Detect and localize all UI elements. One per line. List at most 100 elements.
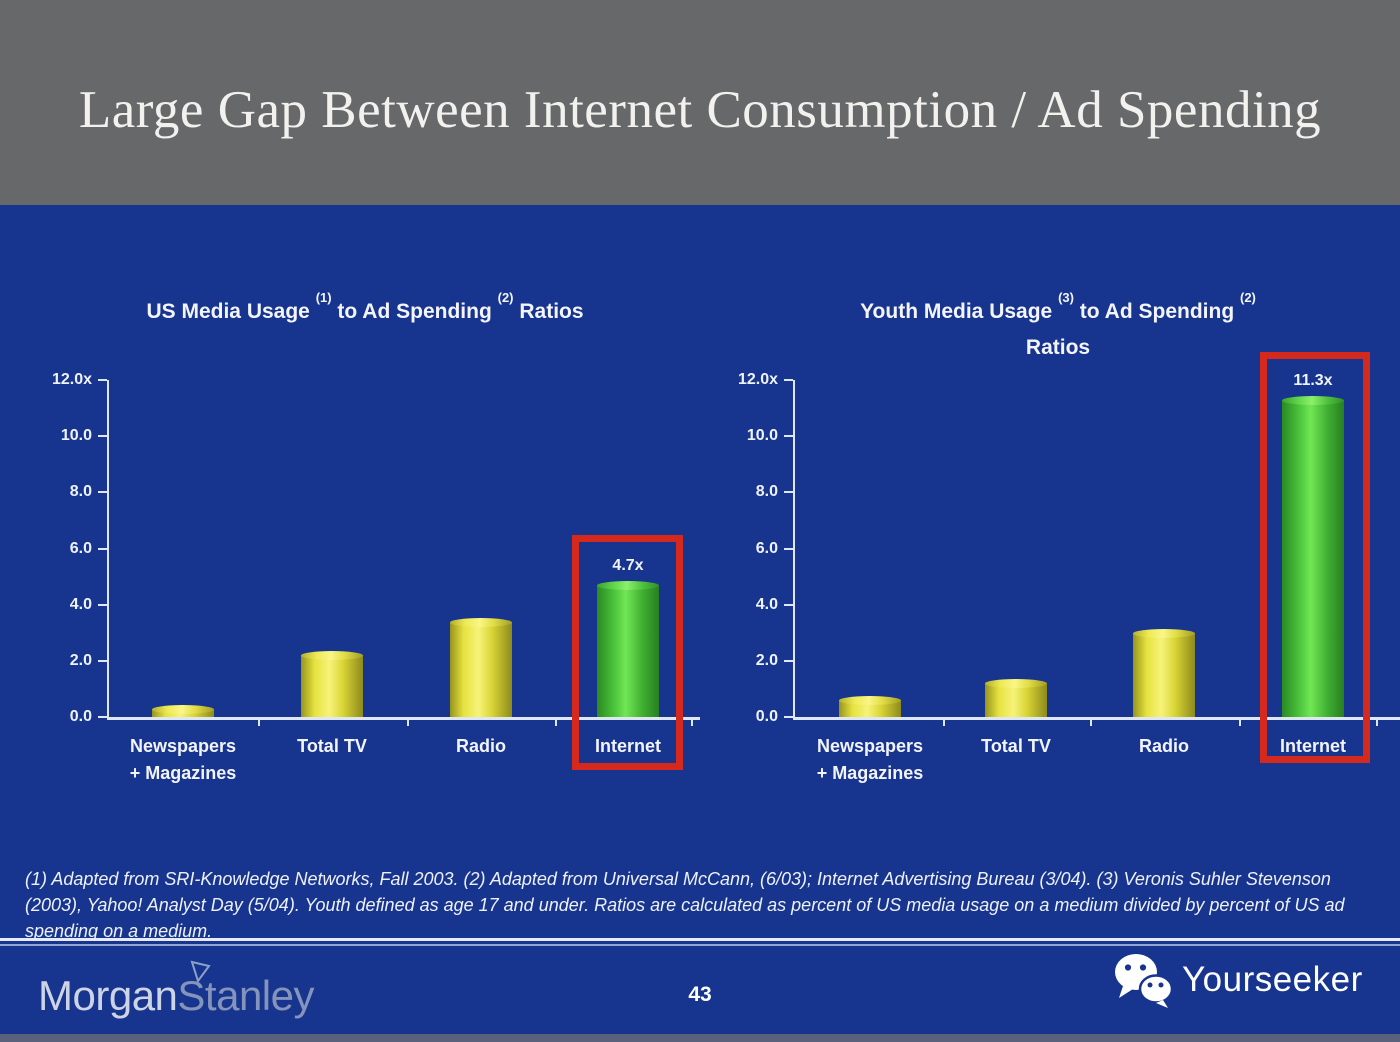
morgan-stanley-logo: MorganStanley	[38, 960, 314, 1030]
bar-top-cap	[450, 617, 512, 627]
category-label-line: + Magazines	[816, 763, 924, 783]
bar-internet	[1282, 395, 1344, 717]
y-axis-tick-mark	[784, 379, 793, 382]
category-label-line: Radio	[455, 736, 506, 756]
bar-top-cap	[152, 704, 214, 714]
y-axis-tick-label: 6.0	[755, 539, 778, 557]
category-label-line: Newspapers	[129, 736, 237, 756]
category-label: Internet	[1228, 733, 1398, 760]
y-axis-tick-mark	[98, 547, 107, 550]
y-axis-tick-label: 2.0	[755, 651, 778, 669]
morgan-stanley-triangle-icon	[190, 960, 211, 984]
x-axis-line	[107, 717, 700, 720]
youth-media-usage-chart: 12.0x 10.0 8.0 6.0 4.0 2.0 0.0 Newspapers + Maga…	[716, 340, 1400, 800]
bar-top-cap	[1133, 628, 1195, 638]
separator-line	[0, 938, 1400, 946]
chart-title-superscript: (2)	[1240, 290, 1256, 305]
category-label-line: Total TV	[981, 736, 1051, 756]
x-axis-tick-mark	[554, 717, 557, 726]
y-axis-tick-mark	[784, 659, 793, 662]
y-axis-tick-label: 10.0	[60, 427, 92, 445]
category-label-line: Newspapers	[816, 736, 924, 756]
chart-title-superscript: (3)	[1058, 290, 1074, 305]
category-label-line: Internet	[594, 736, 661, 756]
x-axis-tick-mark	[1238, 717, 1241, 726]
category-label: Internet	[543, 733, 713, 760]
bar-top-cap	[301, 651, 363, 661]
page-number: 43	[688, 983, 712, 1006]
category-label-line: Total TV	[297, 736, 367, 756]
separator-line-bottom	[0, 944, 1400, 946]
bar-top-cap	[597, 581, 659, 591]
y-axis-tick-label: 0.0	[755, 708, 778, 725]
category-label: Radio	[1079, 733, 1249, 760]
category-label: Newspapers + Magazines	[785, 733, 955, 787]
chart-title-superscript: (2)	[497, 290, 514, 305]
y-axis-tick-label: 4.0	[69, 595, 92, 613]
bar-top-cap	[985, 679, 1047, 689]
x-axis-tick-mark	[1376, 717, 1378, 726]
wechat-icon	[1115, 954, 1174, 1008]
x-axis-tick-mark	[257, 717, 260, 726]
bar-newspapers-magazines	[839, 696, 901, 717]
chart-title-line: Youth Media Usage (3) to Ad Spending (2)	[716, 288, 1400, 330]
chart-title-line: Ratios	[716, 330, 1400, 366]
brand-word-morgan: Morgan	[38, 972, 178, 1019]
bar-total-tv	[301, 651, 363, 717]
chart-title-text: Ratios	[513, 300, 584, 323]
y-axis-tick-label: 6.0	[69, 539, 92, 557]
bar-radio	[1133, 628, 1195, 717]
category-label: Total TV	[931, 733, 1101, 760]
y-axis-tick-label: 8.0	[755, 483, 778, 501]
chart-title-text: US Media Usage	[146, 300, 316, 323]
bottom-strip	[0, 1034, 1400, 1042]
x-axis-tick-mark	[406, 717, 409, 726]
y-axis-tick-label: 2.0	[69, 651, 92, 669]
y-axis-tick-mark	[98, 603, 107, 606]
x-axis-tick-mark	[943, 717, 945, 726]
y-axis-tick-mark	[98, 491, 107, 494]
right-chart-title: Youth Media Usage (3) to Ad Spending (2)…	[716, 288, 1400, 366]
y-axis-tick-mark	[98, 379, 107, 382]
y-axis-line	[793, 380, 795, 717]
bar-top-cap	[1282, 395, 1344, 405]
x-axis-line	[793, 717, 1400, 720]
bar-newspapers-magazines	[152, 704, 214, 717]
y-axis-tick-mark	[784, 547, 793, 550]
x-axis-tick-mark	[1090, 717, 1092, 726]
yourseeker-label: Yourseeker	[1182, 960, 1363, 999]
y-axis-line	[107, 380, 109, 717]
y-axis-tick-label: 4.0	[755, 595, 778, 613]
left-chart-title: US Media Usage (1) to Ad Spending (2) Ra…	[30, 288, 700, 330]
brand-word-stanley: Stanley	[177, 972, 314, 1019]
y-axis-tick-label: 0.0	[69, 708, 92, 725]
y-axis-tick-mark	[784, 603, 793, 606]
highlight-box-internet	[572, 535, 683, 770]
y-axis-tick-mark	[784, 716, 793, 718]
chart-title-line: US Media Usage (1) to Ad Spending (2) Ra…	[30, 288, 700, 330]
category-label: Newspapers + Magazines	[98, 733, 268, 787]
y-axis-tick-mark	[98, 716, 107, 718]
chart-title-text: Ratios	[1025, 336, 1091, 359]
bar-value-label: 11.3x	[1293, 371, 1333, 389]
bar-total-tv	[985, 679, 1047, 717]
chart-title-superscript: (1)	[315, 290, 332, 305]
x-axis-tick-mark	[691, 717, 693, 726]
header-band: Large Gap Between Internet Consumption /…	[0, 0, 1400, 205]
bar-value-label: 4.7x	[612, 557, 644, 575]
category-label-line: + Magazines	[129, 763, 237, 783]
category-label-line: Internet	[1279, 736, 1346, 756]
y-axis-tick-mark	[98, 435, 107, 438]
us-media-usage-chart: 12.0x 10.0 8.0 6.0 4.0 2.0 0.0 Newspapers + Maga…	[30, 340, 700, 800]
category-label-line: Radio	[1138, 736, 1189, 756]
bar-radio	[450, 617, 512, 717]
highlight-box-internet	[1260, 352, 1370, 763]
footnote: (1) Adapted from SRI-Knowledge Networks,…	[25, 869, 1345, 941]
category-label: Total TV	[247, 733, 417, 760]
chart-title-text: to Ad Spending	[331, 300, 498, 323]
y-axis-tick-label: 12.0x	[51, 371, 92, 389]
chart-title-text: to Ad Spending	[1073, 300, 1240, 323]
slide-title: Large Gap Between Internet Consumption /…	[78, 80, 1322, 139]
yourseeker-watermark: Yourseeker	[1112, 952, 1363, 1008]
